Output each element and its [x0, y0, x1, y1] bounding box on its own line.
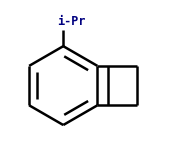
Text: i-Pr: i-Pr [57, 15, 86, 28]
